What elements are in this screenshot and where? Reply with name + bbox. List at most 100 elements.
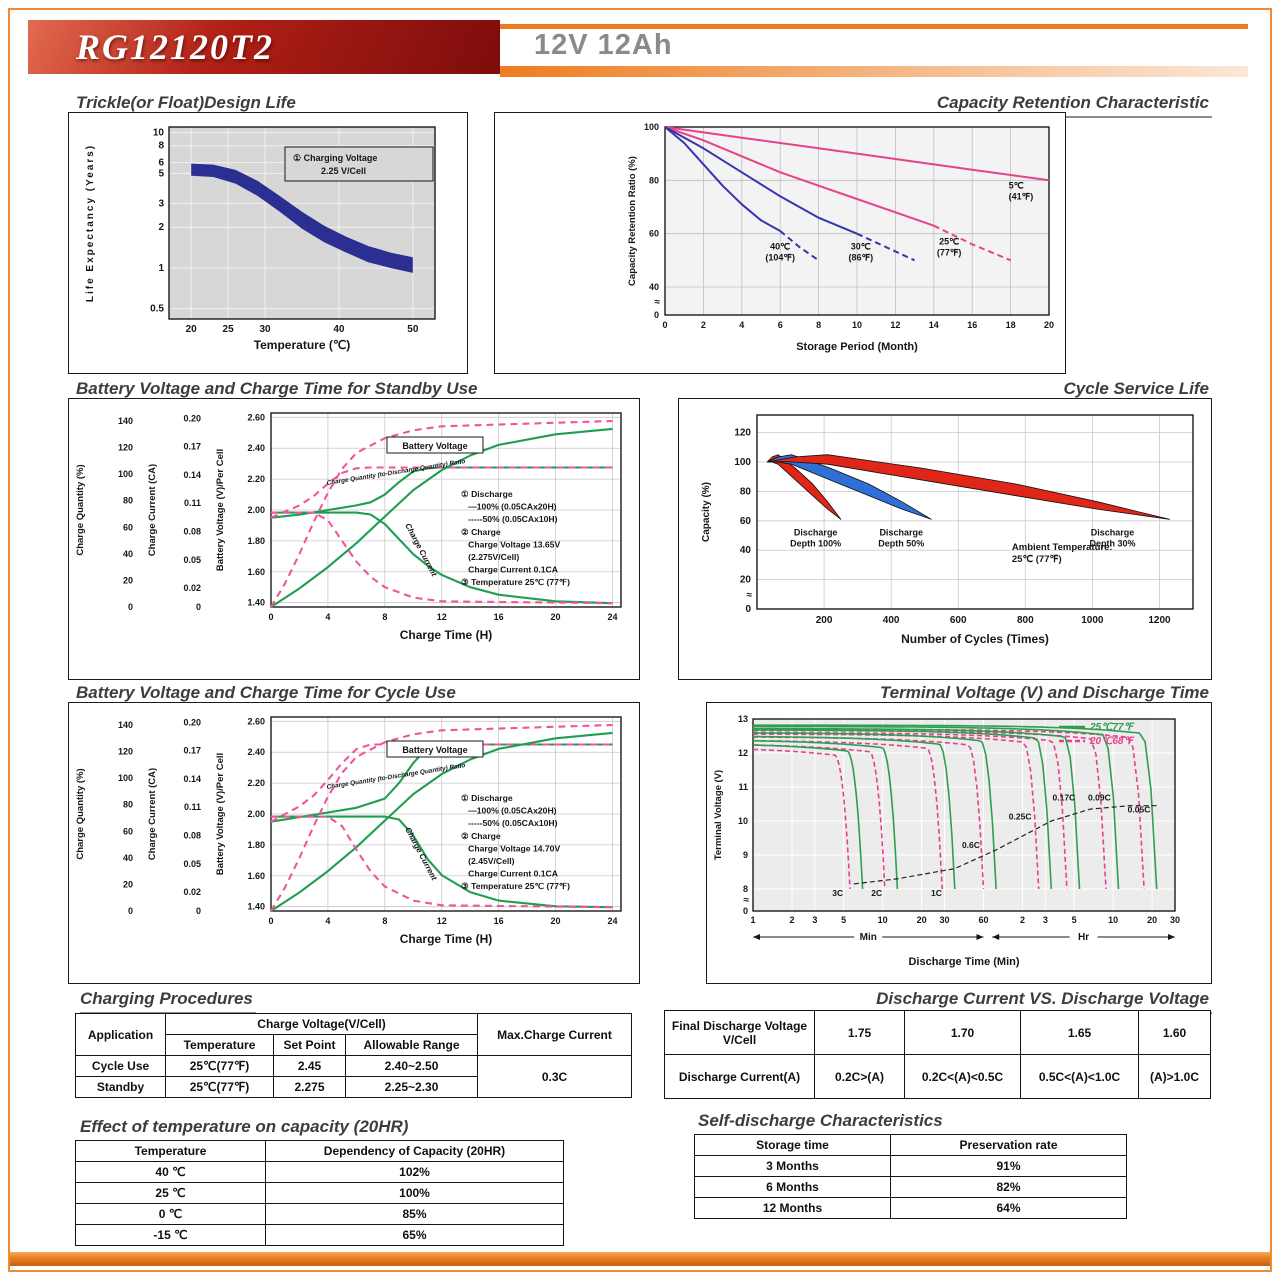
svg-text:40: 40 <box>123 853 133 863</box>
svg-text:16: 16 <box>494 612 504 622</box>
svg-text:—100% (0.05CAx20H): —100% (0.05CAx20H) <box>461 806 557 816</box>
svg-text:140: 140 <box>118 720 133 730</box>
svg-text:1200: 1200 <box>1148 615 1171 626</box>
charging-procedures-table: Application Charge Voltage(V/Cell) Max.C… <box>75 1013 633 1098</box>
table-cell: 65% <box>265 1224 564 1246</box>
svg-text:20: 20 <box>551 916 561 926</box>
svg-text:0.08: 0.08 <box>183 527 201 537</box>
svg-text:2.60: 2.60 <box>247 412 265 422</box>
svg-text:1C: 1C <box>931 888 942 898</box>
table-cell: Temperature <box>165 1034 274 1056</box>
svg-text:50: 50 <box>407 324 419 335</box>
svg-text:80: 80 <box>123 496 133 506</box>
table-cell: 85% <box>265 1203 564 1225</box>
svg-text:5: 5 <box>158 168 164 179</box>
svg-text:10: 10 <box>852 320 862 330</box>
table-row: 3 Months 91% <box>694 1155 1127 1177</box>
table-cell: 102% <box>265 1161 564 1183</box>
svg-text:0: 0 <box>743 906 748 916</box>
table-cell: 25℃(77℉) <box>165 1076 274 1098</box>
temp-capacity-table: Temperature Dependency of Capacity (20HR… <box>75 1140 564 1246</box>
svg-text:0.5: 0.5 <box>150 304 164 315</box>
svg-text:0.02: 0.02 <box>183 887 201 897</box>
svg-text:3: 3 <box>158 198 164 209</box>
table-cell: Allowable Range <box>344 1034 479 1056</box>
table-row: Final Discharge Voltage V/Cell 1.75 1.70… <box>664 1010 1211 1055</box>
svg-text:140: 140 <box>118 416 133 426</box>
svg-text:3: 3 <box>812 915 817 925</box>
svg-text:Charge Quantity (%): Charge Quantity (%) <box>75 768 86 859</box>
svg-text:Capacity Retention Ratio (%): Capacity Retention Ratio (%) <box>627 156 638 286</box>
svg-text:12: 12 <box>738 748 748 758</box>
table-cell: 2.275 <box>273 1076 346 1098</box>
svg-text:① Discharge: ① Discharge <box>461 793 513 803</box>
chart-terminal-voltage: 1 2 3 5 10 20 30 60 2 3 5 10 20 30 8 9 10 11 12 13 0 ≈3C 2C 1C 0… <box>706 702 1212 984</box>
table-cell: 82% <box>890 1176 1127 1198</box>
svg-text:18: 18 <box>1006 320 1016 330</box>
svg-text:25: 25 <box>223 324 235 335</box>
table-cell: Storage time <box>694 1134 891 1156</box>
table-cell: 0.3C <box>477 1055 633 1098</box>
svg-text:Battery Voltage: Battery Voltage <box>402 745 467 755</box>
table-cell: Charge Voltage(V/Cell) <box>164 1013 479 1035</box>
svg-text:30: 30 <box>939 915 949 925</box>
svg-text:① Charging Voltage: ① Charging Voltage <box>293 153 377 163</box>
svg-text:80: 80 <box>123 800 133 810</box>
table-row: Application Charge Voltage(V/Cell) Max.C… <box>75 1013 633 1056</box>
svg-text:Discharge: Discharge <box>879 528 923 538</box>
table-cell: -15 ℃ <box>75 1224 266 1246</box>
svg-text:2: 2 <box>158 222 164 233</box>
svg-text:Hr: Hr <box>1078 932 1089 943</box>
svg-text:② Charge: ② Charge <box>461 527 501 537</box>
svg-text:1.40: 1.40 <box>247 598 265 608</box>
svg-text:-----50% (0.05CAx10H): -----50% (0.05CAx10H) <box>461 514 558 524</box>
svg-text:≈: ≈ <box>655 297 661 308</box>
svg-text:5℃: 5℃ <box>1009 180 1024 190</box>
svg-text:20: 20 <box>740 575 752 586</box>
svg-text:40℃: 40℃ <box>770 242 790 252</box>
svg-text:60: 60 <box>979 915 989 925</box>
svg-text:1.60: 1.60 <box>247 871 265 881</box>
svg-text:-----50% (0.05CAx10H): -----50% (0.05CAx10H) <box>461 818 558 828</box>
svg-text:11: 11 <box>738 782 748 792</box>
svg-text:20: 20 <box>186 324 198 335</box>
svg-text:1.80: 1.80 <box>247 840 265 850</box>
svg-text:12: 12 <box>890 320 900 330</box>
svg-text:Charge Time (H): Charge Time (H) <box>400 932 492 946</box>
svg-text:Charge Current (CA): Charge Current (CA) <box>147 464 158 556</box>
table-cell: 25℃(77℉) <box>165 1055 274 1077</box>
svg-text:1.40: 1.40 <box>247 902 265 912</box>
chart-trickle-design-life: 20 25 30 40 50 0.5 1 2 3 5 6 8 10 ① Charging Voltage 2… <box>68 112 468 374</box>
svg-text:≈: ≈ <box>744 895 750 906</box>
svg-text:0.08: 0.08 <box>183 831 201 841</box>
table-row: Temperature Set Point Allowable Range <box>76 1034 632 1056</box>
svg-text:3C: 3C <box>832 888 843 898</box>
svg-text:24: 24 <box>607 612 617 622</box>
svg-text:Ambient Temperature:: Ambient Temperature: <box>1012 542 1113 553</box>
svg-text:③ Temperature 25℃ (77℉): ③ Temperature 25℃ (77℉) <box>461 881 570 891</box>
svg-text:13: 13 <box>738 714 748 724</box>
section-title-charging: Charging Procedures <box>80 989 256 1014</box>
table-cell: 0.2C<(A)<0.5C <box>904 1054 1021 1099</box>
svg-text:Charge Quantity (%): Charge Quantity (%) <box>75 464 86 555</box>
table-row: 0 ℃ 85% <box>75 1203 564 1225</box>
svg-text:25℃: 25℃ <box>939 236 959 246</box>
table-cell: 0.5C<(A)<1.0C <box>1020 1054 1139 1099</box>
svg-text:24: 24 <box>607 916 617 926</box>
svg-text:Battery Voltage: Battery Voltage <box>402 441 467 451</box>
svg-text:(41℉): (41℉) <box>1009 191 1034 201</box>
svg-text:20: 20 <box>123 575 133 585</box>
table-cell: 64% <box>890 1197 1127 1219</box>
svg-text:8: 8 <box>382 612 387 622</box>
chart-charge-cycle: 0 4 8 12 16 20 24 1.40 1.60 1.80 2.00 2.20 2.40 2.60 0… <box>68 702 640 984</box>
svg-text:60: 60 <box>123 826 133 836</box>
svg-text:2.25 V/Cell: 2.25 V/Cell <box>321 166 366 176</box>
svg-text:Depth 50%: Depth 50% <box>878 539 924 549</box>
svg-text:5: 5 <box>841 915 846 925</box>
svg-text:4: 4 <box>325 612 330 622</box>
svg-text:1.80: 1.80 <box>247 536 265 546</box>
chart-capacity-retention: 0 2 4 6 8 10 12 14 16 18 20 40 60 80 100 0 ≈5℃ (41℉) 25℃ (7… <box>494 112 1066 374</box>
svg-text:(77℉): (77℉) <box>937 247 962 257</box>
svg-text:0.17C: 0.17C <box>1053 793 1076 803</box>
